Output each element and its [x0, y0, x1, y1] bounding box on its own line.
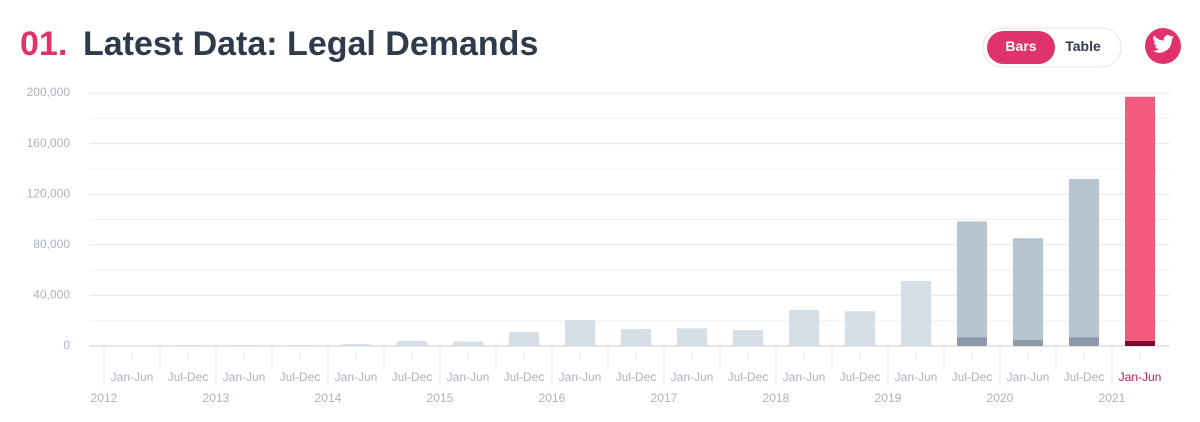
bar-segment: [1069, 179, 1099, 338]
y-tick-label: 120,000: [27, 186, 71, 200]
year-label: 2017: [651, 391, 678, 405]
bars-button[interactable]: Bars: [1005, 38, 1036, 54]
twitter-icon: [1153, 35, 1174, 53]
page-title: Latest Data: Legal Demands: [83, 25, 538, 63]
bar-segment: [845, 311, 875, 346]
bar-segment: [1125, 340, 1155, 346]
year-label: 2013: [203, 391, 230, 405]
year-label: 2020: [987, 391, 1014, 405]
bar-segment: [733, 330, 763, 346]
year-label: 2015: [427, 391, 454, 405]
bar-segment: [285, 344, 315, 346]
x-tick-label: Jan-Jun: [335, 370, 378, 384]
x-tick-label: Jan-Jun: [671, 370, 714, 384]
bar-segment: [397, 340, 427, 346]
bar-segment: [341, 344, 371, 346]
x-tick-label: Jul-Dec: [840, 370, 881, 384]
x-tick-label: Jan-Jun: [783, 370, 826, 384]
x-tick-label: Jul-Dec: [952, 370, 993, 384]
bar-segment: [1069, 337, 1099, 346]
toggle-active[interactable]: [987, 31, 1055, 64]
bar-segment: [453, 341, 483, 346]
x-tick-label: Jan-Jun: [447, 370, 490, 384]
x-tick-label: Jan-Jun: [895, 370, 938, 384]
year-label: 2014: [315, 391, 342, 405]
x-tick-label: Jul-Dec: [168, 370, 209, 384]
x-tick-label: Jul-Dec: [728, 370, 769, 384]
bar-segment: [1125, 96, 1155, 341]
bar-segment: [957, 221, 987, 338]
x-tick-label: Jan-Jun: [223, 370, 266, 384]
y-tick-label: 160,000: [27, 136, 71, 150]
bar-segment: [117, 345, 147, 346]
year-label: 2018: [763, 391, 790, 405]
x-tick-label: Jan-Jun: [111, 370, 154, 384]
x-tick-label: Jul-Dec: [280, 370, 321, 384]
bar-segment: [789, 309, 819, 346]
bar-segment: [957, 337, 987, 346]
y-tick-label: 40,000: [33, 288, 70, 302]
x-tick-label: Jul-Dec: [392, 370, 433, 384]
x-tick-label: Jul-Dec: [504, 370, 545, 384]
year-label: 2019: [875, 391, 902, 405]
bar-segment: [173, 344, 203, 346]
bar-segment: [621, 328, 651, 346]
x-tick-label: Jul-Dec: [1064, 370, 1105, 384]
bar-segment: [1013, 340, 1043, 346]
x-tick-label: Jan-Jun: [1007, 370, 1050, 384]
table-button[interactable]: Table: [1065, 38, 1101, 54]
bar-segment: [1013, 238, 1043, 341]
year-label: 2016: [539, 391, 566, 405]
bar-segment: [509, 332, 539, 346]
bar-segment: [565, 320, 595, 346]
y-tick-label: 200,000: [27, 85, 71, 99]
y-tick-label: 0: [63, 338, 70, 352]
x-tick-label: Jan-Jun: [1119, 370, 1162, 384]
bar-segment: [229, 344, 259, 346]
year-label: 2021: [1099, 391, 1126, 405]
x-tick-label: Jul-Dec: [616, 370, 657, 384]
bar-segment: [901, 280, 931, 346]
y-tick-label: 80,000: [33, 237, 70, 251]
bar-segment: [677, 328, 707, 346]
section-number: 01.: [20, 25, 67, 63]
x-tick-label: Jan-Jun: [559, 370, 602, 384]
year-label: 2012: [91, 391, 118, 405]
